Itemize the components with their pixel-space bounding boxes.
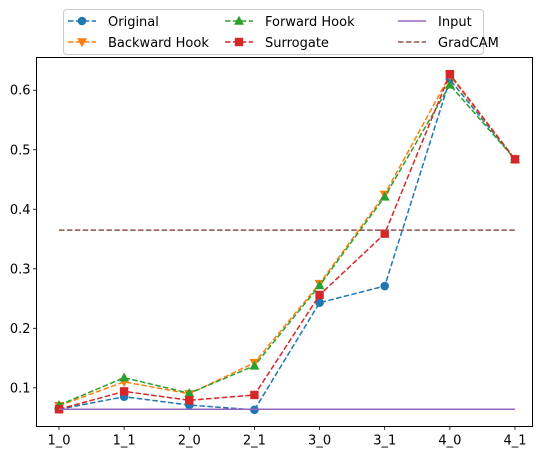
x-tick-label: 1_0 <box>47 434 70 449</box>
y-tick-label: 0.6 <box>10 84 31 99</box>
data-point-forward-hook-3_0 <box>314 280 325 290</box>
x-tick-label: 4_0 <box>438 434 461 449</box>
y-tick-label: 0.5 <box>10 143 31 158</box>
data-point-original-3_1 <box>380 281 390 291</box>
y-axis: 0.1 0.2 0.3 0.4 0.5 0.6 <box>10 84 37 396</box>
legend-item-input: Input <box>398 15 472 30</box>
legend-box <box>63 9 484 55</box>
data-point-forward-hook-3_1 <box>379 191 390 201</box>
legend-item-surrogate: Surrogate <box>225 36 329 51</box>
legend-label: GradCAM <box>438 36 499 51</box>
legend-label: Original <box>108 15 159 30</box>
series-original <box>54 75 520 415</box>
x-tick-label: 1_1 <box>113 434 136 449</box>
series-layer <box>54 69 520 415</box>
y-tick-label: 0.2 <box>10 322 31 337</box>
x-tick-label: 4_1 <box>503 434 526 449</box>
data-point-surrogate-2_0 <box>185 396 194 405</box>
legend-label: Backward Hook <box>108 36 209 51</box>
x-tick-label: 3_0 <box>308 434 331 449</box>
x-axis: 1_0 1_1 2_0 2_1 3_0 3_1 4_0 4_1 <box>47 426 527 449</box>
legend-item-gradcam: GradCAM <box>398 36 499 51</box>
data-point-surrogate-3_0 <box>315 290 324 300</box>
legend-marker <box>77 16 87 26</box>
x-tick-label: 3_1 <box>373 434 396 449</box>
x-tick-label: 2_1 <box>243 434 266 449</box>
series-line-forward-hook <box>58 83 516 406</box>
series-line-original <box>58 77 516 411</box>
legend-item-forward-hook: Forward Hook <box>225 15 355 30</box>
data-point-forward-hook-2_0 <box>184 387 195 397</box>
data-point-original-3_0 <box>315 298 324 308</box>
y-tick-label: 0.1 <box>10 381 31 396</box>
series-line-backward-hook <box>58 73 516 407</box>
series-line-surrogate <box>58 72 516 410</box>
legend: Original Backward Hook Forward Hook Surroga… <box>63 9 499 55</box>
legend-label: Input <box>438 15 472 30</box>
data-point-surrogate-3_1 <box>380 229 389 238</box>
data-point-forward-hook-4_0 <box>444 79 455 89</box>
data-point-surrogate-4_0 <box>445 69 455 79</box>
data-point-surrogate-2_1 <box>250 390 259 400</box>
legend-marker <box>77 38 87 48</box>
data-point-surrogate-4_1 <box>510 155 520 164</box>
series-backward-hook <box>54 71 520 411</box>
legend-item-original: Original <box>68 15 159 30</box>
data-point-forward-hook-2_1 <box>249 360 260 370</box>
legend-marker <box>234 15 244 25</box>
legend-label: Forward Hook <box>265 15 355 30</box>
legend-label: Surrogate <box>265 36 329 51</box>
series-surrogate <box>54 69 520 414</box>
y-tick-label: 0.3 <box>10 262 31 277</box>
legend-item-backward-hook: Backward Hook <box>68 36 209 51</box>
y-tick-label: 0.4 <box>10 203 31 218</box>
plot-frame <box>36 57 533 427</box>
data-point-surrogate-1_1 <box>119 387 129 396</box>
x-tick-label: 2_0 <box>178 434 201 449</box>
legend-marker <box>234 37 244 47</box>
data-point-forward-hook-1_1 <box>119 372 130 382</box>
series-forward-hook <box>54 79 520 409</box>
